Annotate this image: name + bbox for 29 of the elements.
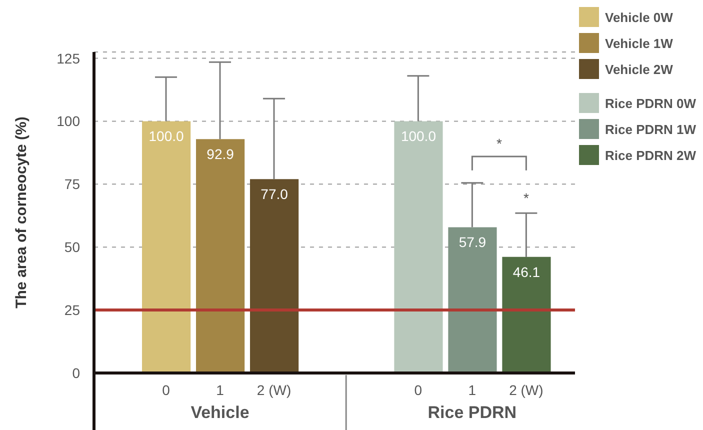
legend-label: Rice PDRN 2W [605,148,696,162]
legend-label: Rice PDRN 1W [605,122,696,136]
x-tick-label: 0 [162,382,170,398]
data-label: 57.9 [458,234,486,250]
y-tick-label: 75 [64,176,80,192]
annotation: * [496,135,502,152]
legend-label: Vehicle 0W [605,10,673,24]
y-tick-label: 100 [56,113,80,130]
text: Rice PDRN [428,403,517,422]
data-label: 77.0 [260,186,288,202]
legend-label: Rice PDRN 0W [605,96,696,110]
data-label: 100.0 [400,128,436,144]
x-tick-label: 1 [216,382,224,398]
y-tick-label: 0 [72,364,80,381]
y-tick-label: 125 [56,50,80,66]
x-tick-label: 0 [414,382,422,398]
data-label: 46.1 [512,264,540,280]
legend-label: Vehicle 1W [605,36,673,50]
text: Vehicle [190,403,250,422]
y-tick-label: 25 [64,302,80,318]
data-label: 100.0 [148,128,184,144]
data-label: 92.9 [206,146,234,162]
y-tick-label: 50 [64,239,80,256]
annotation: * [523,190,530,206]
x-tick-label: 2 (W) [256,382,292,398]
legend-label: Vehicle 2W [605,62,673,76]
x-tick-label: 1 [468,382,476,398]
y-axis-title: The area of corneocyte (%) [13,116,30,308]
x-tick-label: 2 (W) [509,382,544,398]
